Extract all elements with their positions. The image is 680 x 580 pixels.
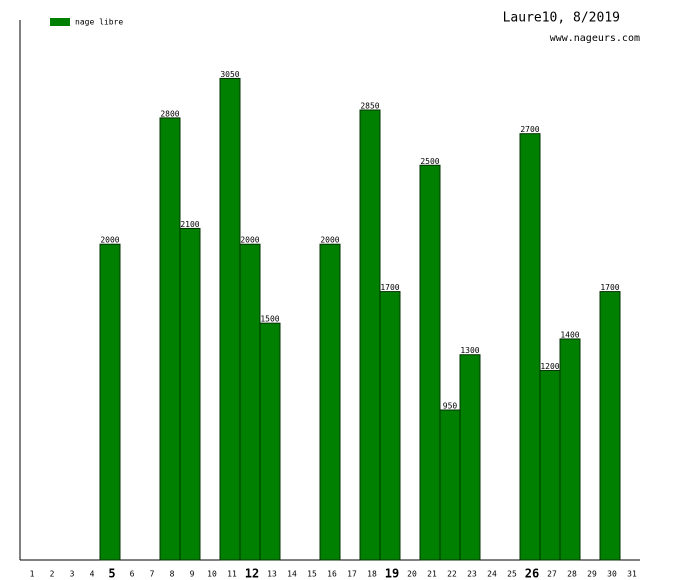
x-tick-label: 4 [90, 570, 95, 579]
value-label: 950 [443, 402, 458, 411]
value-label: 2850 [360, 102, 379, 111]
x-tick-label: 6 [130, 570, 135, 579]
value-label: 2000 [240, 236, 259, 245]
value-label: 1700 [600, 283, 619, 292]
value-label: 1700 [380, 283, 399, 292]
bar [599, 291, 621, 561]
x-tick-label: 9 [190, 570, 195, 579]
x-tick-label: 3 [70, 570, 75, 579]
x-tick-label: 17 [347, 570, 357, 579]
x-tick-label: 1 [30, 570, 35, 579]
x-tick-label: 7 [150, 570, 155, 579]
value-label: 2700 [520, 125, 539, 134]
x-tick-label: 15 [307, 570, 317, 579]
value-label: 1300 [460, 346, 479, 355]
value-label: 1200 [540, 362, 559, 371]
bar [559, 338, 581, 561]
x-tick-label: 14 [287, 570, 297, 579]
value-label: 2100 [180, 220, 199, 229]
x-tick-label: 8 [170, 570, 175, 579]
bar [259, 322, 281, 561]
x-tick-label: 12 [245, 567, 259, 580]
x-tick-label: 18 [367, 570, 377, 579]
x-tick-label: 19 [385, 567, 399, 580]
x-tick-label: 20 [407, 570, 417, 579]
bar [379, 291, 401, 561]
x-tick-label: 21 [427, 570, 437, 579]
chart-subtitle: www.nageurs.com [550, 33, 640, 44]
x-tick-label: 28 [567, 570, 577, 579]
chart-title: Laure10, 8/2019 [503, 11, 620, 26]
x-tick-label: 27 [547, 570, 557, 579]
x-tick-label: 25 [507, 570, 517, 579]
x-tick-label: 2 [50, 570, 55, 579]
bar [419, 164, 441, 561]
x-tick-label: 16 [327, 570, 337, 579]
x-tick-label: 5 [108, 567, 115, 580]
x-tick-label: 13 [267, 570, 277, 579]
value-label: 3050 [220, 70, 239, 79]
x-tick-label: 11 [227, 570, 237, 579]
value-label: 2800 [160, 109, 179, 118]
x-tick-label: 29 [587, 570, 597, 579]
bar [219, 77, 241, 561]
x-tick-label: 31 [627, 570, 637, 579]
bar [99, 243, 121, 561]
bar [459, 354, 481, 561]
value-label: 2500 [420, 157, 439, 166]
bar [539, 370, 561, 561]
x-tick-label: 24 [487, 570, 497, 579]
value-label: 1400 [560, 330, 579, 339]
bar [159, 117, 181, 561]
value-label: 2000 [100, 236, 119, 245]
x-tick-label: 30 [607, 570, 617, 579]
bar [359, 109, 381, 561]
value-label: 2000 [320, 236, 339, 245]
bar [439, 409, 461, 561]
bar [239, 243, 261, 561]
value-label: 1500 [260, 315, 279, 324]
x-tick-label: 23 [467, 570, 477, 579]
bar [519, 133, 541, 561]
bar [179, 227, 201, 561]
x-tick-label: 10 [207, 570, 217, 579]
legend-swatch [50, 18, 70, 26]
legend-label: nage libre [75, 18, 123, 27]
bar [319, 243, 341, 561]
x-tick-label: 22 [447, 570, 457, 579]
x-tick-label: 26 [525, 567, 539, 580]
